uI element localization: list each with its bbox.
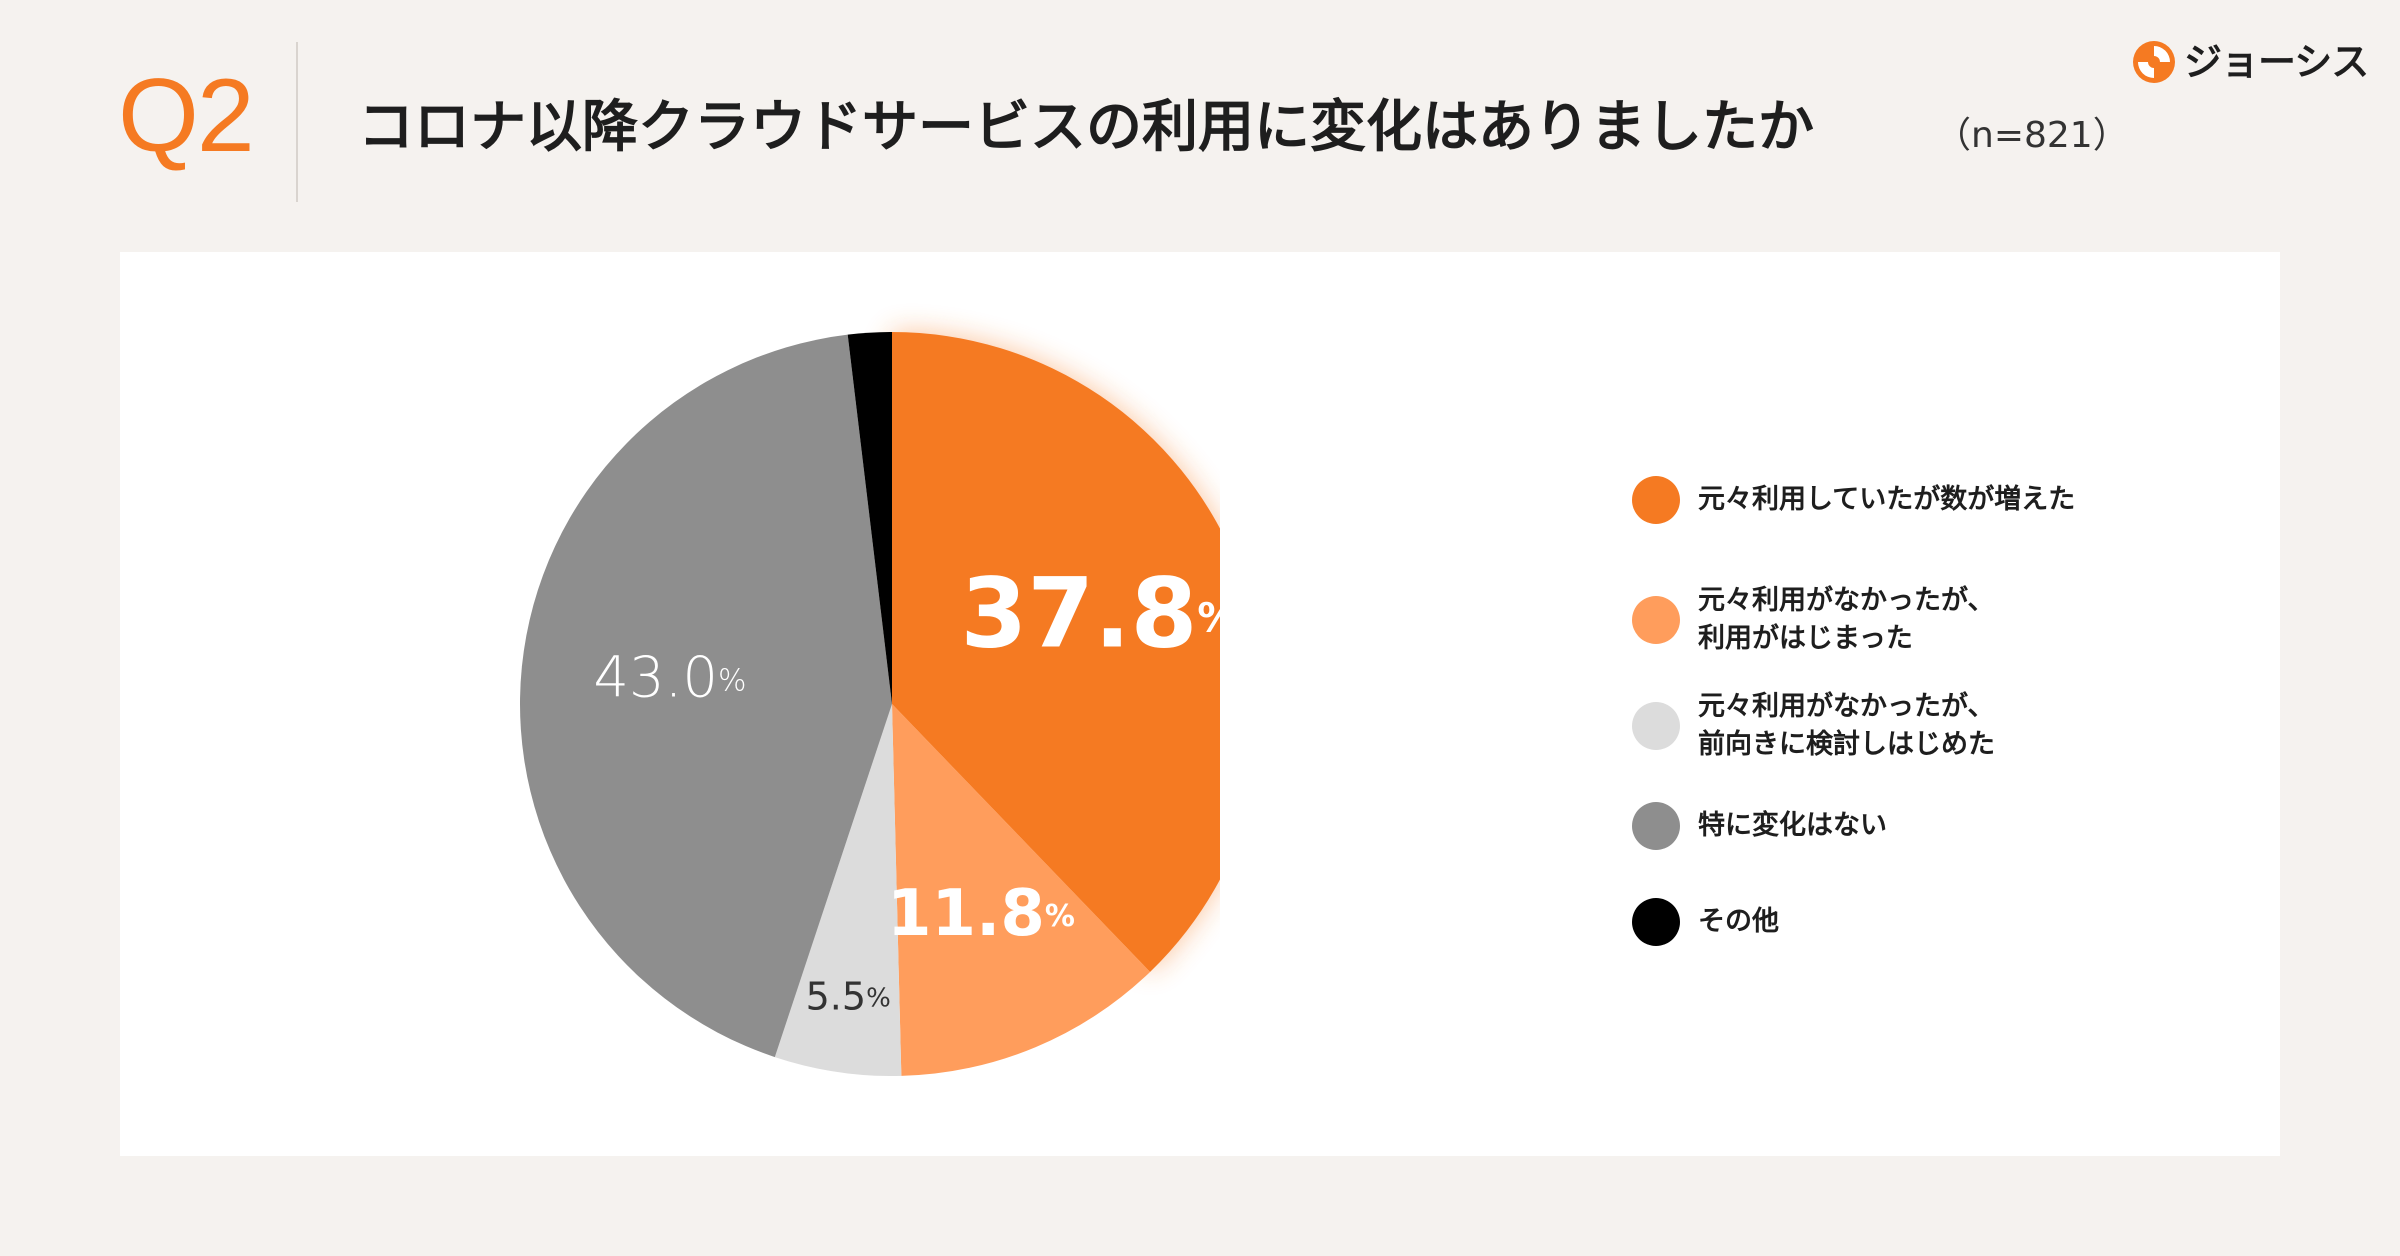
legend-label: 元々利用がなかったが、 利用がはじまった bbox=[1698, 585, 1995, 655]
brand-logo: ジョーシス bbox=[2132, 40, 2369, 84]
question-number: Q2 bbox=[118, 58, 255, 174]
legend-swatch bbox=[1632, 476, 1680, 524]
legend-swatch bbox=[1632, 898, 1680, 946]
pie-slice-4 bbox=[519, 334, 892, 1058]
pie-data-label: 11.8% bbox=[887, 876, 1075, 950]
brand-name: ジョーシス bbox=[2184, 40, 2369, 84]
pie-data-label: 5.5% bbox=[806, 974, 891, 1018]
legend-item: 元々利用していたが数が増えた bbox=[1632, 476, 2075, 524]
legend-item: その他 bbox=[1632, 898, 1779, 946]
page-title: コロナ以降クラウドサービスの利用に変化はありましたか bbox=[358, 95, 1814, 160]
legend-label: その他 bbox=[1698, 905, 1779, 937]
pie-slice-1 bbox=[892, 332, 1220, 972]
pie-chart: 37.8% 11.8% 5.5% 43.0% bbox=[519, 332, 1220, 1076]
legend-label: 元々利用がなかったが、 前向きに検討しはじめた bbox=[1698, 691, 1995, 761]
legend-item: 元々利用がなかったが、 前向きに検討しはじめた bbox=[1632, 688, 1995, 765]
pie-slice-3 bbox=[774, 704, 902, 1076]
legend-item: 元々利用がなかったが、 利用がはじまった bbox=[1632, 582, 1994, 659]
legend-swatch bbox=[1632, 702, 1680, 751]
sample-size: （n=821） bbox=[1935, 115, 2129, 156]
legend-swatch bbox=[1632, 596, 1680, 645]
legend-label: 特に変化はない bbox=[1698, 809, 1887, 841]
pie-data-label: 37.8% bbox=[961, 558, 1220, 670]
header-divider bbox=[296, 42, 298, 202]
pie-slice-5 bbox=[847, 332, 892, 704]
pie-slice-2 bbox=[892, 704, 1151, 1076]
chart-panel: 37.8% 11.8% 5.5% 43.0% 元々利用していたが数が増えた元々利用がな… bbox=[120, 252, 2280, 1156]
legend-label: 元々利用していたが数が増えた bbox=[1698, 483, 2076, 515]
legend-item: 特に変化はない bbox=[1632, 802, 1887, 850]
pie-data-label: 43.0% bbox=[593, 646, 746, 711]
legend-swatch bbox=[1632, 802, 1680, 850]
brand-mark-icon bbox=[2133, 41, 2175, 83]
